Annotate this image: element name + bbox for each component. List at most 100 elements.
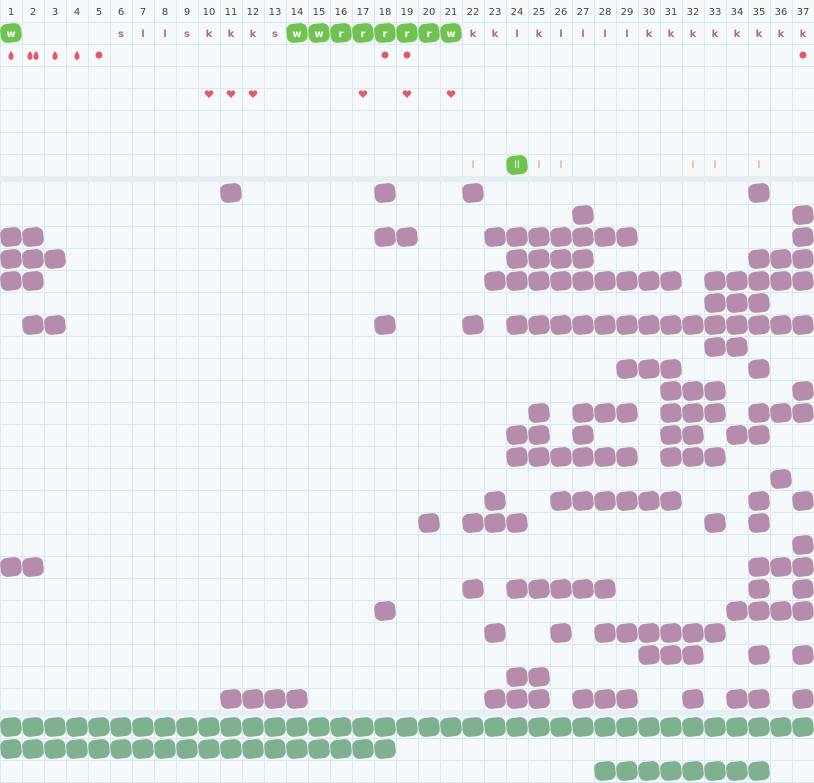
purple-cell <box>792 601 814 621</box>
green-cell <box>638 761 660 781</box>
day-number: 22 <box>467 7 480 18</box>
purple-cell <box>792 381 814 401</box>
day-number: 28 <box>599 7 612 18</box>
green-cell <box>154 739 176 759</box>
purple-cell <box>638 271 660 291</box>
habit-letter: k <box>690 29 697 40</box>
green-cell <box>528 717 550 737</box>
purple-cell <box>550 491 572 511</box>
green-cell <box>594 761 616 781</box>
purple-cell <box>726 271 748 291</box>
green-cell <box>572 717 594 737</box>
green-cell <box>770 717 792 737</box>
green-cell <box>242 717 264 737</box>
purple-cell <box>616 689 638 709</box>
heart <box>248 90 258 98</box>
letter-highlight <box>286 23 308 43</box>
purple-cell <box>748 579 770 599</box>
day-number: 24 <box>511 7 524 18</box>
green-cell <box>484 717 506 737</box>
green-cell <box>286 717 308 737</box>
purple-cell <box>550 579 572 599</box>
habit-letter: r <box>405 29 410 40</box>
day-number: 31 <box>665 7 678 18</box>
green-cell <box>506 717 528 737</box>
purple-cell <box>286 689 308 709</box>
green-cell <box>660 717 682 737</box>
purple-cell <box>506 579 528 599</box>
day-number: 32 <box>687 7 700 18</box>
purple-cell <box>748 249 770 269</box>
day-number: 21 <box>445 7 458 18</box>
purple-cell <box>572 689 594 709</box>
green-cell <box>132 739 154 759</box>
green-cell <box>220 717 242 737</box>
purple-cell <box>660 403 682 423</box>
green-cell <box>242 739 264 759</box>
habit-letter: s <box>184 29 190 40</box>
purple-cell <box>374 183 396 203</box>
habit-letter: k <box>250 29 257 40</box>
purple-cell <box>792 491 814 511</box>
purple-cell <box>506 513 528 533</box>
green-cell <box>396 717 418 737</box>
green-cell <box>176 717 198 737</box>
habit-letter: r <box>427 29 432 40</box>
purple-cell <box>594 491 616 511</box>
habit-letter: k <box>646 29 653 40</box>
letter-highlight <box>352 23 374 43</box>
heart <box>204 90 214 98</box>
habit-letter: w <box>446 29 455 40</box>
purple-cell <box>594 403 616 423</box>
purple-cell <box>660 381 682 401</box>
purple-cell <box>704 513 726 533</box>
green-cell <box>66 739 88 759</box>
separator <box>0 710 814 716</box>
green-cell <box>616 717 638 737</box>
purple-cell <box>0 271 22 291</box>
dot <box>799 51 807 59</box>
purple-cell <box>374 601 396 621</box>
day-number: 11 <box>225 7 238 18</box>
drop <box>8 51 14 60</box>
purple-cell <box>374 315 396 335</box>
green-cell <box>88 717 110 737</box>
purple-cell <box>484 689 506 709</box>
tick-label: l <box>538 160 541 171</box>
green-cell <box>198 739 220 759</box>
green-cell <box>88 739 110 759</box>
purple-cell <box>506 425 528 445</box>
purple-cell <box>506 689 528 709</box>
purple-cell <box>506 315 528 335</box>
purple-cell <box>264 689 286 709</box>
purple-cell <box>594 623 616 643</box>
green-cell <box>550 717 572 737</box>
purple-cell <box>528 425 550 445</box>
day-number: 6 <box>118 7 124 18</box>
purple-cell <box>748 513 770 533</box>
tick-label: l <box>714 160 717 171</box>
letter-highlight <box>440 23 462 43</box>
purple-cell <box>528 315 550 335</box>
dot <box>403 51 411 59</box>
purple-cell <box>396 227 418 247</box>
habit-letter: r <box>339 29 344 40</box>
green-cell <box>660 761 682 781</box>
purple-cell <box>550 271 572 291</box>
drop <box>27 51 33 60</box>
habit-letter: s <box>272 29 278 40</box>
habit-letter: k <box>800 29 807 40</box>
purple-cell <box>528 447 550 467</box>
purple-cell <box>704 403 726 423</box>
habit-letter: l <box>603 29 606 40</box>
purple-cell <box>616 491 638 511</box>
green-cell <box>0 717 22 737</box>
purple-cell <box>484 513 506 533</box>
purple-cell <box>616 403 638 423</box>
habit-letter: k <box>756 29 763 40</box>
heart <box>226 90 236 98</box>
purple-cell <box>594 447 616 467</box>
tick-highlight <box>506 155 528 175</box>
purple-cell <box>572 271 594 291</box>
purple-cell <box>572 227 594 247</box>
